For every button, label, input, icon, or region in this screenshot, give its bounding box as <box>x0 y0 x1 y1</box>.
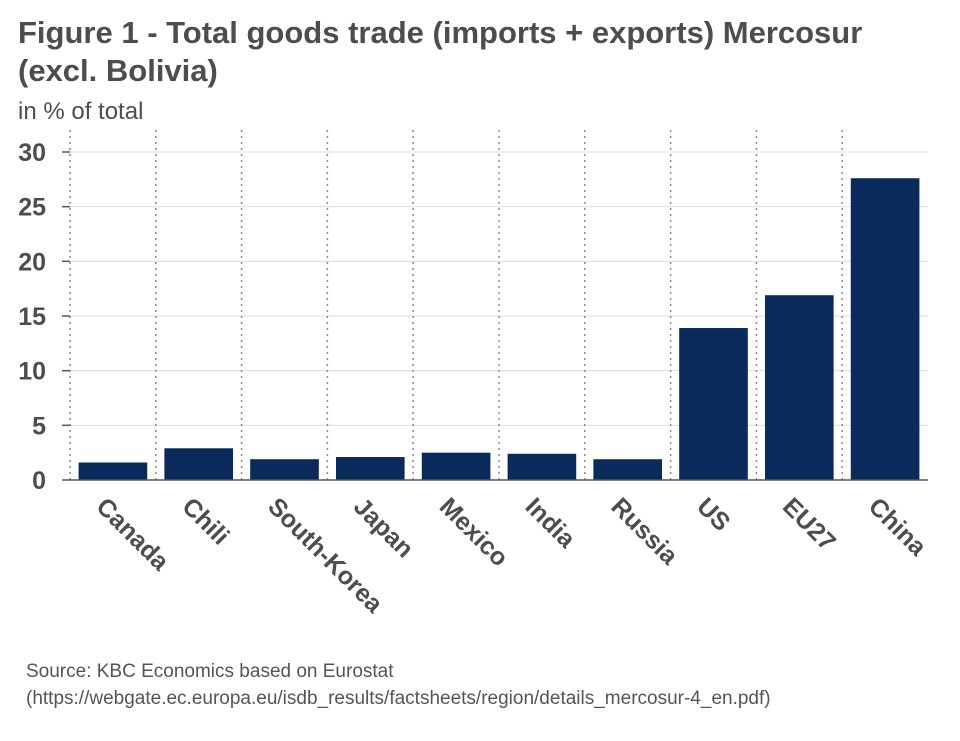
y-axis-label: in % of total <box>18 98 144 125</box>
source-note: Source: KBC Economics based on Eurostat … <box>26 661 771 709</box>
y-tick-label: 0 <box>32 467 46 495</box>
x-tick-label: Canada <box>91 492 175 576</box>
bar-russia <box>593 459 663 480</box>
y-tick-label: 15 <box>18 303 46 331</box>
y-tick-label: 20 <box>18 248 46 276</box>
x-tick-label: EU27 <box>777 492 841 556</box>
x-tick-label: US <box>691 492 735 536</box>
y-tick-label: 5 <box>32 412 46 440</box>
x-tick-label: Chili <box>176 492 234 550</box>
y-tick-label: 10 <box>18 358 46 386</box>
bar-eu27 <box>764 295 834 480</box>
bar-chili <box>164 448 234 480</box>
bar-mexico <box>421 452 491 480</box>
x-tick-label: Japan <box>348 492 419 563</box>
y-tick-label: 30 <box>18 139 46 167</box>
x-tick-label: China <box>863 492 933 562</box>
x-tick-label: Russia <box>605 492 684 571</box>
bar-us <box>679 328 748 480</box>
bar-india <box>507 453 577 480</box>
bar-south-korea <box>250 459 319 480</box>
bar-japan <box>335 457 405 480</box>
bar-china <box>850 178 920 481</box>
bar-canada <box>78 462 148 480</box>
x-tick-label: India <box>520 492 582 554</box>
y-tick-label: 25 <box>18 194 46 222</box>
chart-title: Figure 1 - Total goods trade (imports + … <box>18 15 863 88</box>
x-tick-label: Mexico <box>434 492 514 572</box>
